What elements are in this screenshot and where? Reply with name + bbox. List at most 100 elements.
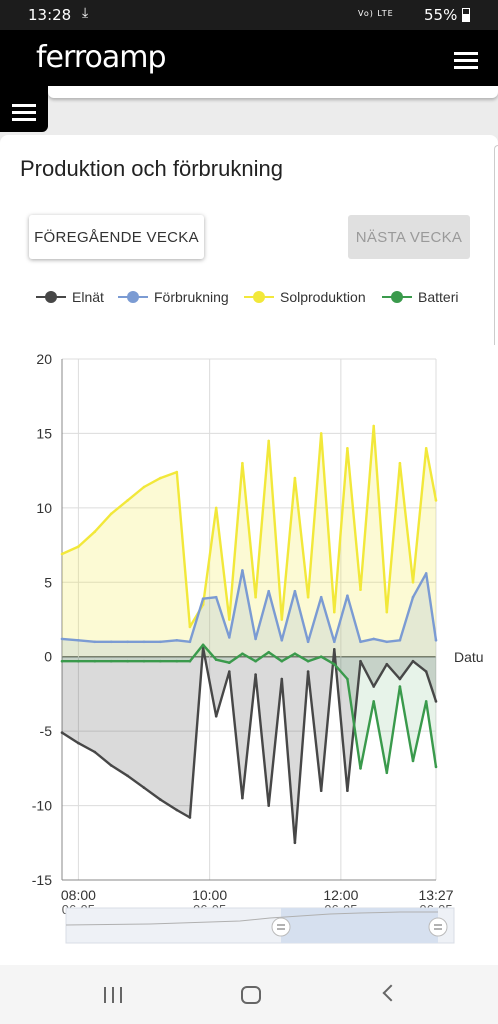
series-line-solproduktion xyxy=(61,424,438,629)
data-point-batteri xyxy=(398,685,402,688)
scroll-edge xyxy=(494,145,498,345)
data-point-batteri xyxy=(142,659,146,663)
data-point-forbrukning xyxy=(306,640,310,644)
data-point-solproduktion xyxy=(228,618,231,621)
data-point-elnat xyxy=(280,677,284,681)
data-point-forbrukning xyxy=(359,640,362,644)
data-point-forbrukning xyxy=(93,640,97,644)
data-point-elnat xyxy=(126,774,129,778)
data-point-elnat xyxy=(228,670,231,673)
data-point-elnat xyxy=(60,731,64,734)
legend-label-forbrukning: Förbrukning xyxy=(154,289,229,305)
data-point-elnat xyxy=(93,750,97,754)
legend-item-solproduktion[interactable]: Solproduktion xyxy=(244,289,366,305)
range-sparkline xyxy=(65,911,438,926)
legend-label-solproduktion: Solproduktion xyxy=(280,289,366,305)
legend-item-forbrukning[interactable]: Förbrukning xyxy=(118,289,229,305)
data-point-solproduktion xyxy=(411,581,415,584)
legend-item-batteri[interactable]: Batteri xyxy=(382,289,458,305)
data-point-elnat xyxy=(346,789,349,792)
data-point-elnat xyxy=(359,659,362,663)
back-icon[interactable] xyxy=(382,984,400,1002)
data-point-elnat xyxy=(254,673,257,676)
data-point-elnat xyxy=(333,648,336,651)
x-tick-time: 13:27 xyxy=(418,887,453,903)
data-point-solproduktion xyxy=(159,476,162,480)
data-point-elnat xyxy=(424,670,428,673)
data-point-elnat xyxy=(214,715,218,718)
data-point-elnat xyxy=(142,786,146,789)
y-tick-label: 10 xyxy=(36,500,52,516)
data-point-forbrukning xyxy=(228,636,231,639)
series-line-forbrukning xyxy=(61,569,438,643)
data-point-solproduktion xyxy=(267,439,271,443)
x-axis-label: Datu xyxy=(454,649,484,665)
data-point-elnat xyxy=(267,804,271,807)
data-point-solproduktion xyxy=(398,461,402,465)
data-point-forbrukning xyxy=(60,637,64,641)
data-point-batteri xyxy=(306,659,310,663)
hamburger-menu-icon[interactable] xyxy=(454,52,478,70)
data-point-batteri xyxy=(319,655,323,658)
data-point-solproduktion xyxy=(241,461,244,465)
y-tick-label: -10 xyxy=(32,798,52,814)
data-point-forbrukning xyxy=(159,640,162,644)
data-point-batteri xyxy=(214,658,218,661)
data-point-batteri xyxy=(175,659,179,663)
data-point-batteri xyxy=(267,650,271,654)
data-point-batteri xyxy=(159,659,162,663)
data-point-elnat xyxy=(159,798,162,801)
data-point-solproduktion xyxy=(319,432,323,435)
side-menu-icon[interactable] xyxy=(12,104,36,122)
data-point-forbrukning xyxy=(424,572,428,575)
data-point-batteri xyxy=(293,652,297,655)
energy-line-chart[interactable]: 20151050-5-10-1508:0006-0510:0006-0512:0… xyxy=(0,340,498,950)
data-point-forbrukning xyxy=(201,597,205,600)
data-point-elnat xyxy=(306,670,310,673)
y-tick-label: 15 xyxy=(36,425,52,441)
data-point-solproduktion xyxy=(175,470,179,474)
data-point-forbrukning xyxy=(241,569,244,572)
side-menu-tab[interactable] xyxy=(0,92,48,132)
data-point-solproduktion xyxy=(188,625,192,629)
area-elnat xyxy=(62,647,436,843)
data-point-solproduktion xyxy=(372,424,376,428)
data-point-elnat xyxy=(398,677,402,681)
data-point-solproduktion xyxy=(93,530,97,533)
data-point-elnat xyxy=(385,662,389,666)
data-point-batteri xyxy=(346,677,349,681)
ferroamp-logo[interactable]: ferroamp xyxy=(36,40,167,75)
data-point-elnat xyxy=(411,659,415,663)
data-point-batteri xyxy=(201,643,205,647)
recent-apps-icon[interactable] xyxy=(104,987,122,1003)
android-nav-bar xyxy=(0,965,498,1024)
x-tick-time: 08:00 xyxy=(61,887,96,903)
data-point-solproduktion xyxy=(214,506,218,510)
data-point-elnat xyxy=(372,685,376,688)
area-batteri xyxy=(62,644,436,773)
y-tick-label: -15 xyxy=(32,872,52,888)
app-header: ferroamp xyxy=(0,30,498,92)
data-point-batteri xyxy=(411,759,415,763)
battery-icon xyxy=(462,8,470,22)
legend-item-elnat[interactable]: Elnät xyxy=(36,289,104,305)
y-tick-label: 5 xyxy=(44,574,52,590)
range-handle-right[interactable] xyxy=(428,917,448,937)
data-point-batteri xyxy=(77,659,80,663)
data-point-solproduktion xyxy=(126,499,129,502)
range-handle-left[interactable] xyxy=(271,917,291,937)
legend-label-batteri: Batteri xyxy=(418,289,459,305)
data-point-solproduktion xyxy=(306,595,310,599)
previous-week-button[interactable]: FÖREGÅENDE VECKA xyxy=(29,215,204,259)
next-week-button[interactable]: NÄSTA VECKA xyxy=(348,215,470,259)
data-point-forbrukning xyxy=(333,640,336,644)
data-point-batteri xyxy=(228,661,231,664)
data-point-solproduktion xyxy=(333,610,336,614)
data-point-forbrukning xyxy=(267,589,271,593)
data-point-forbrukning xyxy=(346,594,349,597)
data-point-solproduktion xyxy=(359,588,362,591)
data-point-batteri xyxy=(359,767,362,770)
home-icon[interactable] xyxy=(241,986,261,1004)
data-point-elnat xyxy=(241,796,244,800)
data-point-batteri xyxy=(126,659,129,663)
